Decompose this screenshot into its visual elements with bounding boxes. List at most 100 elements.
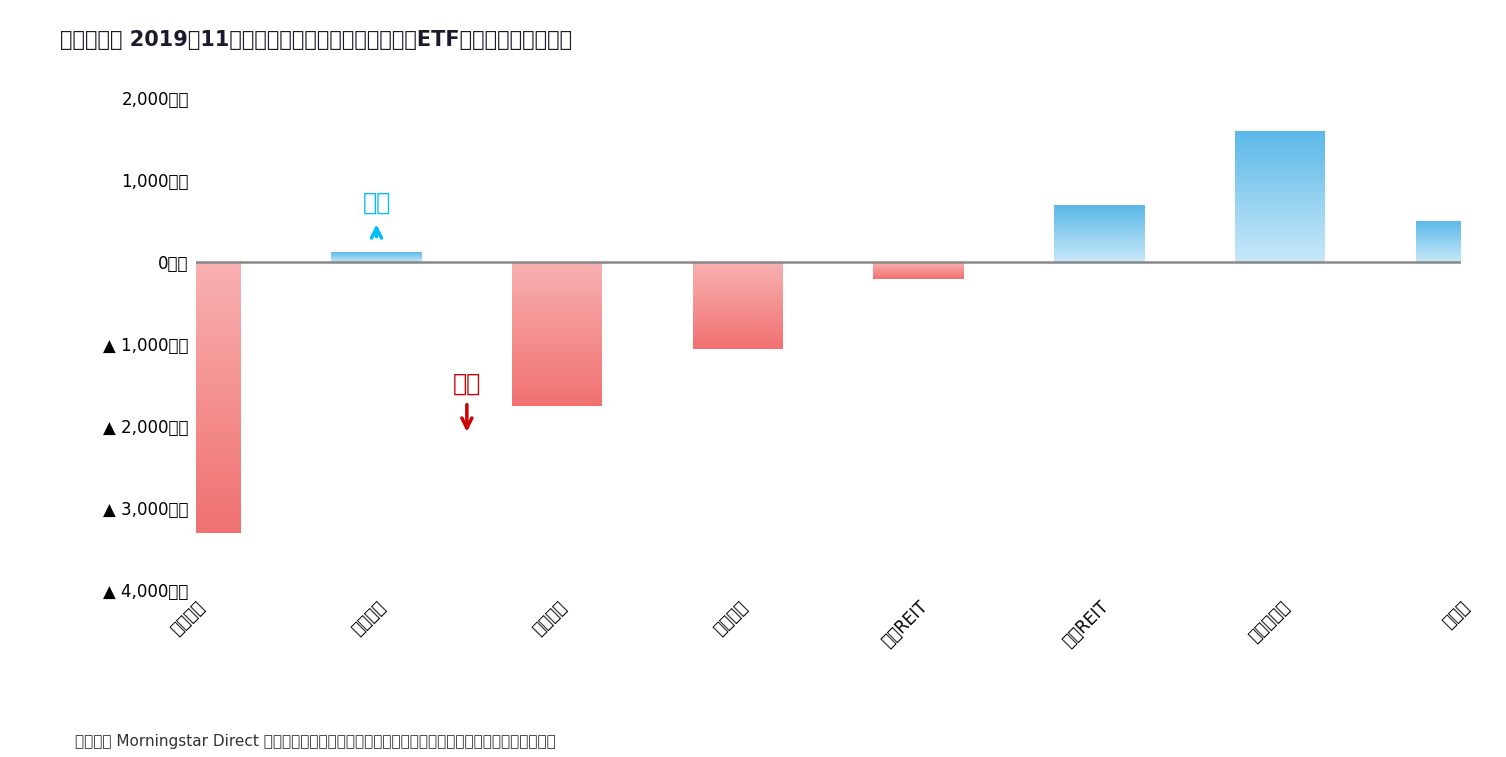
Bar: [151, 437, 241, 438]
Bar: [151, 391, 241, 392]
Bar: [151, 269, 241, 270]
Bar: [151, 480, 241, 481]
Bar: [151, 359, 241, 360]
Bar: [151, 268, 241, 269]
Bar: [151, 352, 241, 353]
Bar: [151, 506, 241, 507]
Bar: [151, 372, 241, 373]
Bar: [151, 329, 241, 330]
Bar: [151, 342, 241, 344]
Bar: [151, 524, 241, 525]
Bar: [151, 327, 241, 329]
Bar: [151, 461, 241, 463]
Bar: [151, 459, 241, 460]
Bar: [151, 456, 241, 457]
Bar: [151, 282, 241, 284]
Bar: [151, 280, 241, 282]
Bar: [151, 314, 241, 315]
Bar: [151, 298, 241, 299]
Bar: [151, 453, 241, 454]
Bar: [151, 449, 241, 450]
Bar: [151, 444, 241, 445]
Text: （資料） Morningstar Direct より作成。各資産クラスはイボットソン分類を用いてファンドを分類。: （資料） Morningstar Direct より作成。各資産クラスはイボット…: [75, 734, 556, 749]
Bar: [151, 308, 241, 310]
Bar: [151, 353, 241, 354]
Bar: [151, 423, 241, 425]
Bar: [151, 392, 241, 394]
Bar: [151, 486, 241, 487]
Bar: [151, 490, 241, 491]
Bar: [151, 368, 241, 369]
Bar: [151, 341, 241, 342]
Bar: [151, 360, 241, 361]
Bar: [151, 303, 241, 304]
Bar: [151, 429, 241, 430]
Bar: [151, 435, 241, 437]
Bar: [151, 419, 241, 421]
Bar: [151, 321, 241, 322]
Bar: [151, 525, 241, 526]
Bar: [151, 428, 241, 429]
Bar: [151, 510, 241, 512]
Bar: [151, 350, 241, 352]
Bar: [151, 426, 241, 428]
Bar: [151, 502, 241, 503]
Bar: [151, 347, 241, 349]
Bar: [151, 474, 241, 475]
Bar: [151, 385, 241, 387]
Bar: [151, 507, 241, 509]
Bar: [151, 505, 241, 506]
Bar: [151, 464, 241, 466]
Bar: [151, 452, 241, 453]
Bar: [151, 514, 241, 516]
Bar: [151, 338, 241, 340]
Bar: [151, 441, 241, 442]
Bar: [151, 399, 241, 400]
Bar: [151, 373, 241, 375]
Bar: [151, 272, 241, 273]
Bar: [151, 467, 241, 468]
Bar: [151, 291, 241, 292]
Bar: [151, 407, 241, 409]
Bar: [151, 450, 241, 452]
Bar: [151, 418, 241, 419]
Bar: [151, 414, 241, 416]
Bar: [151, 503, 241, 505]
Bar: [151, 270, 241, 272]
Bar: [151, 495, 241, 497]
Bar: [151, 315, 241, 316]
Bar: [151, 326, 241, 327]
Bar: [151, 517, 241, 519]
Bar: [151, 469, 241, 471]
Bar: [151, 516, 241, 517]
Bar: [151, 319, 241, 321]
Bar: [151, 411, 241, 413]
Bar: [151, 330, 241, 332]
Bar: [151, 292, 241, 294]
Bar: [151, 404, 241, 406]
Bar: [151, 388, 241, 390]
Bar: [151, 497, 241, 498]
Bar: [151, 310, 241, 311]
Bar: [151, 494, 241, 495]
Bar: [151, 483, 241, 484]
Bar: [151, 311, 241, 313]
Bar: [151, 433, 241, 435]
Bar: [151, 356, 241, 357]
Bar: [151, 371, 241, 372]
Bar: [151, 284, 241, 285]
Bar: [151, 431, 241, 433]
Bar: [151, 512, 241, 514]
Bar: [151, 361, 241, 363]
Bar: [151, 526, 241, 528]
Bar: [151, 442, 241, 444]
Bar: [151, 448, 241, 449]
Bar: [151, 390, 241, 391]
Bar: [151, 413, 241, 414]
Bar: [151, 266, 241, 268]
Bar: [151, 466, 241, 467]
Bar: [151, 406, 241, 407]
Bar: [151, 463, 241, 464]
Bar: [151, 357, 241, 359]
Bar: [151, 344, 241, 345]
